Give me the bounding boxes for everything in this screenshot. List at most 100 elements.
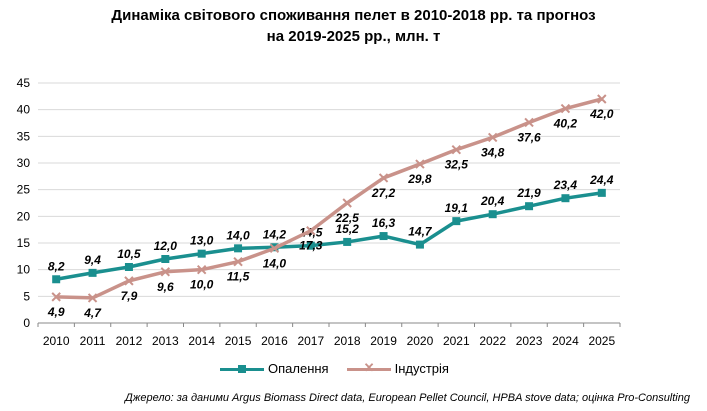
legend-swatch-industry: ✕ — [346, 360, 391, 375]
data-point-heating — [343, 237, 352, 246]
data-label-industry: 7,9 — [121, 289, 138, 303]
data-point-industry — [524, 117, 534, 128]
x-tick-label: 2011 — [80, 334, 106, 348]
data-point-heating — [52, 275, 61, 284]
data-label-industry: 40,2 — [553, 117, 578, 131]
data-label-heating: 20,4 — [480, 194, 505, 208]
data-point-industry — [560, 103, 571, 114]
x-tick-label: 2018 — [334, 334, 361, 348]
source-note: Джерело: за даними Argus Biomass Direct … — [125, 392, 690, 404]
data-label-industry: 32,5 — [445, 158, 469, 172]
chart-title: Динаміка світового споживання пелет в 20… — [0, 5, 707, 47]
data-label-heating: 10,5 — [117, 247, 141, 261]
data-point-heating — [379, 232, 388, 241]
x-tick-label: 2015 — [225, 334, 252, 348]
data-point-industry — [160, 267, 171, 277]
x-tick-label: 2025 — [588, 334, 615, 348]
data-label-industry: 17,3 — [299, 239, 323, 253]
chart-legend: Опалення ✕ Індустрія — [220, 360, 467, 376]
data-label-industry: 14,0 — [263, 256, 287, 270]
data-point-heating — [161, 255, 170, 263]
data-label-heating: 14,0 — [226, 228, 250, 242]
data-point-industry — [124, 276, 134, 286]
data-point-heating — [306, 241, 315, 250]
data-label-industry: 34,8 — [481, 145, 505, 159]
data-point-heating — [561, 194, 570, 203]
data-point-industry — [597, 94, 607, 104]
data-point-heating — [234, 244, 243, 253]
data-label-industry: 27,2 — [371, 186, 396, 200]
data-label-industry: 22,5 — [335, 211, 360, 225]
data-point-heating — [197, 249, 206, 258]
x-tick-label: 2021 — [443, 334, 470, 348]
data-label-heating: 16,3 — [372, 216, 396, 230]
data-label-heating: 13,0 — [190, 234, 214, 248]
data-point-heating — [488, 210, 497, 219]
x-tick-label: 2016 — [261, 334, 288, 348]
x-tick-label: 2022 — [479, 334, 506, 348]
data-point-heating — [452, 217, 461, 226]
y-tick-label: 5 — [23, 289, 30, 303]
data-label-industry: 4,7 — [83, 306, 102, 320]
data-label-industry: 42,0 — [589, 107, 614, 121]
chart-title-line-1: Динаміка світового споживання пелет в 20… — [111, 7, 596, 24]
data-point-industry — [51, 292, 61, 302]
data-label-industry: 9,6 — [157, 280, 174, 294]
data-label-heating: 14,7 — [408, 225, 433, 239]
x-tick-label: 2017 — [297, 334, 324, 348]
data-label-heating: 23,4 — [553, 178, 578, 192]
data-label-industry: 29,8 — [407, 172, 432, 186]
y-tick-label: 0 — [23, 316, 30, 330]
data-label-heating: 8,2 — [48, 259, 65, 273]
x-tick-label: 2024 — [552, 334, 579, 348]
y-tick-label: 30 — [17, 156, 31, 170]
legend-item-heating: Опалення — [220, 361, 329, 376]
data-label-heating: 15,2 — [336, 222, 360, 236]
data-point-heating — [88, 268, 97, 277]
series-line-industry — [56, 97, 603, 300]
data-label-heating: 19,1 — [445, 201, 469, 215]
legend-label-industry: Індустрія — [394, 361, 449, 376]
data-point-industry — [342, 198, 352, 208]
x-tick-label: 2012 — [116, 334, 143, 348]
data-label-heating: 21,9 — [516, 186, 541, 200]
legend-item-industry: ✕ Індустрія — [346, 360, 449, 376]
chart-title-line-2: на 2019-2025 рр., млн. т — [266, 28, 441, 45]
y-tick-label: 15 — [17, 236, 31, 250]
data-label-industry: 4,9 — [47, 305, 65, 319]
data-label-heating: 14,5 — [299, 226, 323, 240]
data-label-heating: 12,0 — [154, 239, 178, 253]
x-tick-label: 2014 — [188, 334, 215, 348]
x-tick-label: 2013 — [152, 334, 179, 348]
legend-swatch-heating — [220, 363, 264, 375]
x-tick-label: 2020 — [407, 334, 434, 348]
data-label-industry: 11,5 — [227, 270, 250, 284]
y-tick-label: 35 — [17, 129, 31, 143]
data-point-industry — [378, 173, 389, 183]
data-point-heating — [597, 188, 606, 197]
data-point-industry — [87, 293, 98, 303]
data-point-heating — [124, 263, 133, 271]
series-line-heating — [55, 191, 603, 281]
data-point-industry — [487, 132, 498, 143]
data-label-industry: 10,0 — [190, 278, 214, 292]
legend-label-heating: Опалення — [268, 361, 329, 376]
data-point-industry — [451, 144, 462, 155]
y-tick-label: 45 — [17, 76, 31, 90]
data-label-heating: 24,4 — [589, 173, 614, 187]
data-point-heating — [415, 240, 424, 249]
y-tick-label: 10 — [17, 263, 31, 277]
x-tick-label: 2023 — [516, 334, 543, 348]
data-point-industry — [306, 226, 316, 236]
y-tick-label: 40 — [17, 103, 31, 117]
data-point-industry — [269, 243, 280, 254]
data-point-industry — [196, 264, 207, 275]
data-point-industry — [415, 159, 425, 169]
data-point-industry — [233, 256, 243, 267]
y-tick-label: 25 — [17, 183, 31, 197]
data-point-heating — [525, 202, 534, 211]
data-label-heating: 9,4 — [84, 253, 101, 267]
x-tick-label: 2010 — [43, 334, 70, 348]
y-tick-label: 20 — [17, 209, 31, 223]
